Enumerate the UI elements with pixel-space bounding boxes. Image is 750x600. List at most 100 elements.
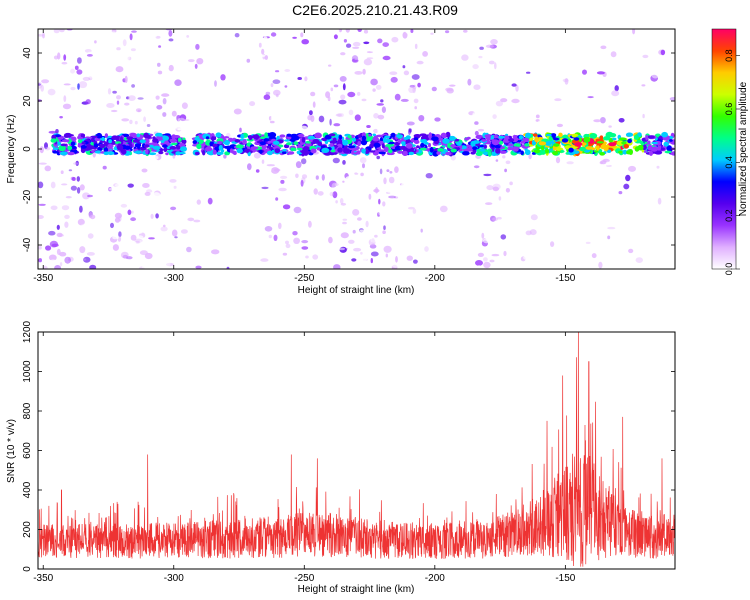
heatmap-band-cell <box>317 141 323 147</box>
heatmap-cell <box>122 223 127 226</box>
heatmap-cell <box>492 114 497 119</box>
heatmap-cell <box>161 238 169 241</box>
heatmap-cell <box>642 113 645 119</box>
heatmap-cell <box>259 117 264 125</box>
heatmap-cell <box>492 183 501 190</box>
heatmap-band-cell <box>240 134 245 139</box>
heatmap-band-cell <box>408 151 415 156</box>
heatmap-cell <box>246 58 251 63</box>
heatmap-cell <box>99 74 104 80</box>
heatmap-cell <box>591 50 597 57</box>
heatmap-cell <box>386 188 394 193</box>
heatmap-cell <box>600 219 608 222</box>
heatmap-cell <box>174 260 182 263</box>
heatmap-cell <box>593 119 602 123</box>
heatmap-band-cell <box>263 138 270 143</box>
heatmap-band-cell <box>651 141 658 145</box>
heatmap-cell <box>48 130 57 134</box>
heatmap-band-cell <box>64 134 70 138</box>
heatmap-band-cell <box>352 137 356 142</box>
heatmap-band-cell <box>57 136 64 140</box>
heatmap-cell <box>504 168 507 173</box>
heatmap-band-cell <box>67 151 75 156</box>
heatmap-cell <box>471 236 478 241</box>
heatmap-cell <box>500 234 507 240</box>
heatmap-cell <box>239 127 242 133</box>
heatmap-cell <box>382 55 391 61</box>
heatmap-cell <box>56 224 60 230</box>
heatmap-band-cell <box>657 146 661 151</box>
heatmap-cell <box>188 110 197 117</box>
heatmap-cell <box>207 115 210 120</box>
heatmap-cell <box>361 256 368 262</box>
heatmap-cell <box>269 120 275 124</box>
heatmap-band-cell <box>627 138 632 144</box>
heatmap-cell <box>414 43 418 50</box>
heatmap-band-cell <box>553 143 560 147</box>
heatmap-cell <box>124 102 130 106</box>
heatmap-band-cell <box>124 145 131 150</box>
heatmap-cell <box>171 229 178 237</box>
heatmap-band-cell <box>316 147 321 151</box>
heatmap-band-cell <box>381 143 385 149</box>
heatmap-cell <box>155 234 163 241</box>
heatmap-band-cell <box>286 142 292 146</box>
heatmap-cell <box>602 158 610 163</box>
heatmap-band-cell <box>297 133 305 138</box>
heatmap-band-cell <box>351 150 355 155</box>
heatmap-cell <box>598 167 602 173</box>
heatmap-cell <box>467 78 472 86</box>
heatmap-band-cell <box>437 137 444 141</box>
heatmap-cell <box>301 174 308 179</box>
heatmap-cell <box>332 191 338 199</box>
heatmap-cell <box>110 109 118 113</box>
heatmap-cell <box>342 83 346 91</box>
heatmap-band-cell <box>218 144 223 151</box>
heatmap-cell <box>148 94 153 98</box>
heatmap-band-cell <box>347 135 352 139</box>
heatmap-cell <box>456 117 464 121</box>
snr-y-axis-label: SNR (10 * v/v) <box>6 419 17 483</box>
heatmap-band-cell <box>372 133 377 137</box>
heatmap-cell <box>493 104 502 108</box>
heatmap-cell <box>42 125 49 129</box>
heatmap-cell <box>385 253 388 258</box>
x-tick-label: -350 <box>33 273 53 284</box>
heatmap-band-cell <box>666 145 672 152</box>
heatmap-cell <box>477 265 482 269</box>
heatmap-band-cell <box>365 136 371 142</box>
heatmap-cell <box>283 166 289 173</box>
colorbar-tick-label: 0.2 <box>724 209 734 222</box>
heatmap-cell <box>383 225 386 230</box>
heatmap-cell <box>143 116 147 122</box>
heatmap-cell <box>81 55 87 59</box>
heatmap-cell <box>543 76 550 82</box>
heatmap-cell <box>162 230 168 236</box>
heatmap-cell <box>321 123 328 130</box>
y-tick-label: 200 <box>22 521 33 538</box>
heatmap-cell <box>312 101 316 108</box>
heatmap-cell <box>489 259 495 263</box>
heatmap-cell <box>292 231 298 236</box>
heatmap-cell <box>606 164 612 167</box>
heatmap-band-cell <box>596 141 604 144</box>
heatmap-cell <box>491 253 500 257</box>
heatmap-cell <box>511 83 517 87</box>
heatmap-cell <box>391 36 399 43</box>
heatmap-band-cell <box>357 141 361 147</box>
heatmap-cell <box>305 55 313 61</box>
heatmap-cell <box>126 54 130 61</box>
heatmap-cell <box>110 31 116 34</box>
heatmap-cell <box>102 218 109 223</box>
heatmap-cell <box>176 115 181 122</box>
heatmap-cell <box>408 206 415 210</box>
heatmap-cell <box>604 265 611 269</box>
heatmap-band-cell <box>194 151 200 156</box>
heatmap-cell <box>397 167 405 175</box>
heatmap-cell <box>331 182 339 190</box>
heatmap-cell <box>96 191 104 195</box>
heatmap-cell <box>68 207 76 212</box>
heatmap-cell <box>526 168 533 174</box>
heatmap-cell <box>388 195 397 199</box>
